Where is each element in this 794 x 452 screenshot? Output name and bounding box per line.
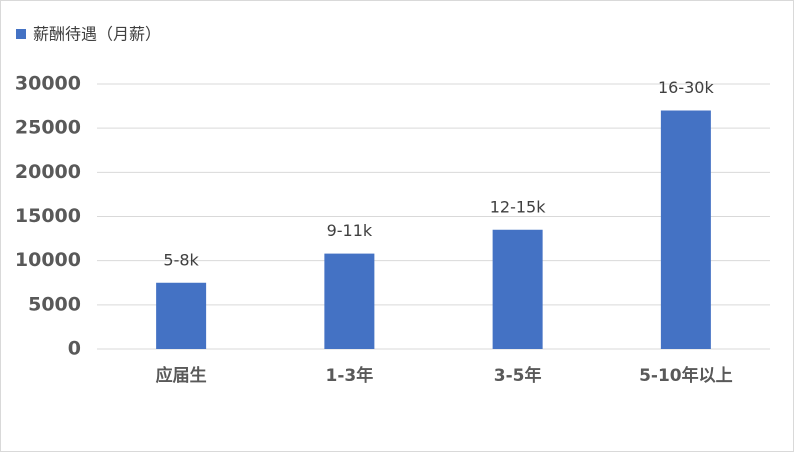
bar bbox=[492, 229, 543, 349]
y-tick-label: 20000 bbox=[15, 161, 81, 183]
y-tick-label: 10000 bbox=[15, 249, 81, 271]
data-annotation: 9-11k bbox=[327, 221, 373, 240]
x-tick-label: 1-3年 bbox=[326, 365, 374, 386]
data-annotation: 12-15k bbox=[490, 197, 546, 216]
bar bbox=[324, 253, 375, 349]
y-tick-label: 30000 bbox=[15, 73, 81, 95]
bar bbox=[660, 110, 711, 349]
y-tick-label: 15000 bbox=[15, 205, 81, 227]
x-tick-label: 5-10年以上 bbox=[639, 365, 733, 386]
x-tick-label: 应届生 bbox=[156, 365, 207, 386]
data-annotation: 5-8k bbox=[163, 250, 199, 269]
y-tick-label: 0 bbox=[68, 338, 81, 360]
bar bbox=[156, 282, 207, 349]
y-tick-label: 25000 bbox=[15, 117, 81, 139]
legend-swatch bbox=[16, 29, 26, 39]
x-tick-label: 3-5年 bbox=[494, 365, 542, 386]
y-tick-label: 5000 bbox=[28, 293, 81, 315]
legend-label: 薪酬待遇（月薪） bbox=[33, 25, 161, 44]
data-annotation: 16-30k bbox=[658, 78, 714, 97]
